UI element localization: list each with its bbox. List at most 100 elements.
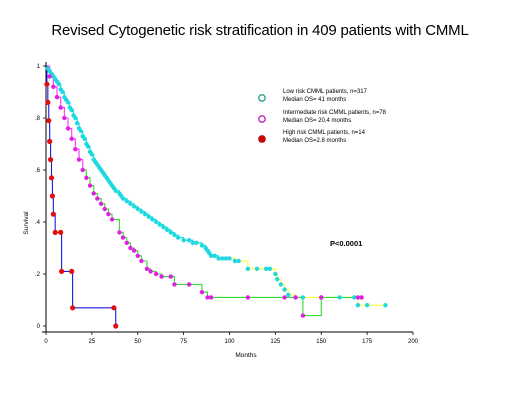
series-0-point xyxy=(275,277,280,282)
x-tick-label: 50 xyxy=(134,339,141,345)
series-0-point xyxy=(273,271,278,277)
series-1-point xyxy=(51,84,56,90)
y-tick-label: .6 xyxy=(35,168,41,174)
x-axis-label: Months xyxy=(235,352,257,359)
series-0-point xyxy=(69,108,74,113)
series-0-point xyxy=(135,206,140,212)
x-tick-label: 150 xyxy=(316,339,327,345)
series-2-point xyxy=(47,138,53,144)
series-1-point xyxy=(359,295,364,300)
x-tick-label: 0 xyxy=(44,339,48,345)
legend: Low risk CMML patients, n=317 Median OS= … xyxy=(258,89,387,144)
series-0-point xyxy=(89,152,95,157)
series-1-point xyxy=(54,95,60,100)
x-tick-label: 175 xyxy=(362,339,373,345)
series-0-point xyxy=(219,256,225,261)
y-tick-label: .4 xyxy=(35,220,41,226)
legend-marker-0 xyxy=(258,94,266,102)
series-1-point xyxy=(128,245,133,251)
series-1-point xyxy=(95,196,100,201)
series-0-line xyxy=(46,65,230,259)
series-0-point xyxy=(60,89,65,95)
series-0-point xyxy=(168,230,173,235)
series-0-point xyxy=(181,238,186,243)
series-0-point xyxy=(65,100,71,105)
series-0-point xyxy=(113,188,118,193)
series-1-point xyxy=(102,206,107,212)
y-tick-label: 1 xyxy=(37,64,41,70)
series-1-point xyxy=(355,295,361,300)
series-2-point xyxy=(49,193,56,199)
series-0-point xyxy=(150,217,155,222)
series-0-point xyxy=(161,225,166,230)
series-1-point xyxy=(319,295,324,300)
series-0-point xyxy=(355,303,361,308)
series-1-point xyxy=(148,269,153,274)
legend-note-1: Median OS= 20.4 months xyxy=(283,118,351,124)
series-0-point xyxy=(128,201,133,206)
legend-note-2: Median OS=2.8 months xyxy=(283,138,346,144)
series-1-point xyxy=(293,295,298,300)
series-2-point xyxy=(46,118,52,124)
series-0-point xyxy=(199,243,205,248)
series-0-point xyxy=(254,266,260,271)
series-0-point xyxy=(164,227,170,232)
series-1-point xyxy=(69,136,74,141)
series-0-point xyxy=(264,266,269,271)
series-1-point xyxy=(106,212,111,217)
series-1-point xyxy=(300,313,306,318)
y-tick-label: 0 xyxy=(37,324,41,330)
series-1-point xyxy=(186,282,192,287)
series-2-point xyxy=(44,81,50,87)
x-tick-label: 200 xyxy=(408,339,419,345)
series-0-point xyxy=(352,295,357,300)
series-1-point xyxy=(124,240,129,245)
legend-marker-1 xyxy=(258,115,266,123)
series-1-point xyxy=(65,126,71,131)
series-2-point xyxy=(47,157,54,163)
legend-label-2: High risk CMML patients, n=14 xyxy=(283,130,366,136)
series-0-point xyxy=(383,303,388,308)
series-0-point xyxy=(364,303,370,308)
series-0-point xyxy=(286,292,291,297)
series-0-point xyxy=(337,295,342,300)
series-1-point xyxy=(120,235,126,240)
series-0-point xyxy=(282,287,287,292)
series-0-point xyxy=(146,214,151,219)
x-tick-label: 125 xyxy=(270,339,281,345)
series-0-point xyxy=(267,266,273,271)
series-0-point xyxy=(186,238,192,243)
series-2-point xyxy=(58,268,65,274)
series-0-point xyxy=(208,253,214,258)
series-0-point xyxy=(139,209,144,214)
series-1-point xyxy=(199,290,205,295)
series-2-line xyxy=(46,65,117,326)
series-1-point xyxy=(62,115,67,121)
series-1-point xyxy=(98,201,104,206)
survival-markers xyxy=(44,66,388,329)
series-0-point xyxy=(73,115,78,121)
series-1-point xyxy=(153,271,159,277)
series-2-point xyxy=(113,323,119,329)
series-1-point xyxy=(208,295,214,300)
series-1-point xyxy=(76,157,82,162)
series-0-point xyxy=(74,121,80,126)
series-2-point xyxy=(69,268,75,274)
series-1-point xyxy=(245,295,251,300)
survival-lines xyxy=(46,65,386,326)
series-0-point xyxy=(216,256,221,261)
series-1-tail-line xyxy=(82,169,362,317)
series-1-point xyxy=(58,105,63,110)
series-1-point xyxy=(73,147,78,152)
series-0-point xyxy=(124,199,129,204)
series-1-point xyxy=(47,74,52,79)
x-tick-label: 25 xyxy=(89,339,96,345)
y-tick-label: .2 xyxy=(35,272,41,278)
series-0-point xyxy=(236,258,241,264)
series-0-point xyxy=(245,266,251,271)
series-0-point xyxy=(227,256,232,261)
series-1-point xyxy=(109,217,115,222)
series-0-point xyxy=(78,128,84,134)
series-1-point xyxy=(139,258,144,264)
